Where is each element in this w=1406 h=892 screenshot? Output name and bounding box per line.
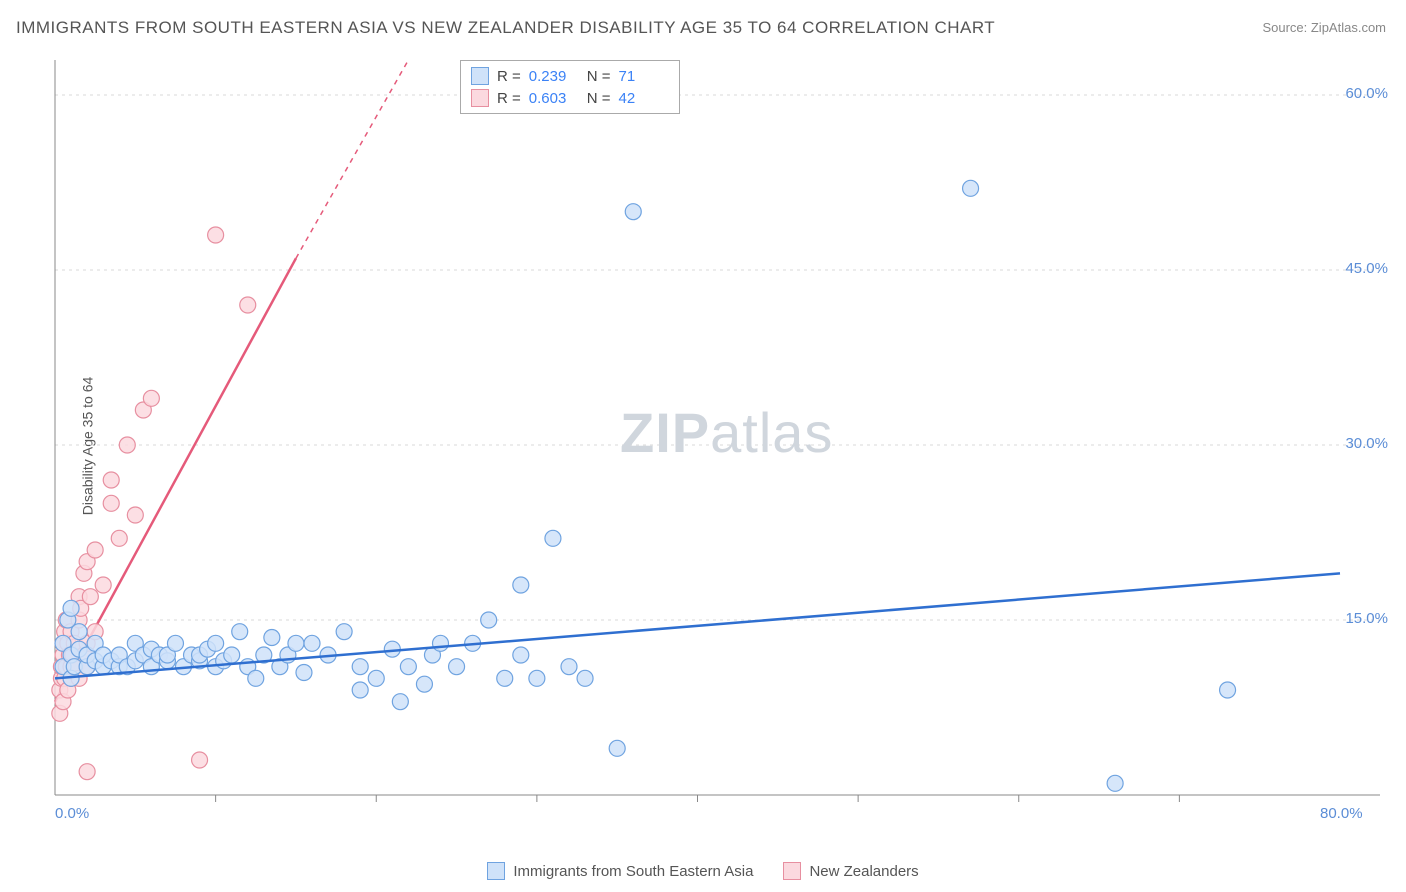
r-label: R = bbox=[497, 90, 521, 107]
n-label: N = bbox=[587, 90, 611, 107]
legend-item-nz: New Zealanders bbox=[783, 862, 918, 880]
source-attribution: Source: ZipAtlas.com bbox=[1262, 20, 1386, 35]
y-tick-label: 15.0% bbox=[1345, 610, 1388, 627]
x-tick-label: 80.0% bbox=[1320, 805, 1363, 822]
scatter-plot bbox=[50, 55, 1390, 825]
n-value: 71 bbox=[619, 68, 669, 85]
legend-swatch-blue bbox=[471, 67, 489, 85]
r-label: R = bbox=[497, 68, 521, 85]
n-label: N = bbox=[587, 68, 611, 85]
y-tick-label: 60.0% bbox=[1345, 85, 1388, 102]
series-legend: Immigrants from South Eastern Asia New Z… bbox=[0, 862, 1406, 880]
legend-row-series2: R = 0.603 N = 42 bbox=[471, 87, 669, 109]
n-value: 42 bbox=[619, 90, 669, 107]
chart-title: IMMIGRANTS FROM SOUTH EASTERN ASIA VS NE… bbox=[16, 18, 995, 38]
legend-label: Immigrants from South Eastern Asia bbox=[513, 863, 753, 880]
legend-swatch-pink bbox=[783, 862, 801, 880]
plot-svg bbox=[50, 55, 1390, 825]
y-tick-label: 45.0% bbox=[1345, 260, 1388, 277]
y-tick-label: 30.0% bbox=[1345, 435, 1388, 452]
legend-label: New Zealanders bbox=[809, 863, 918, 880]
legend-swatch-blue bbox=[487, 862, 505, 880]
legend-row-series1: R = 0.239 N = 71 bbox=[471, 65, 669, 87]
legend-item-sea: Immigrants from South Eastern Asia bbox=[487, 862, 753, 880]
x-tick-label: 0.0% bbox=[55, 805, 89, 822]
r-value: 0.603 bbox=[529, 90, 579, 107]
legend-swatch-pink bbox=[471, 89, 489, 107]
r-value: 0.239 bbox=[529, 68, 579, 85]
correlation-legend: R = 0.239 N = 71 R = 0.603 N = 42 bbox=[460, 60, 680, 114]
